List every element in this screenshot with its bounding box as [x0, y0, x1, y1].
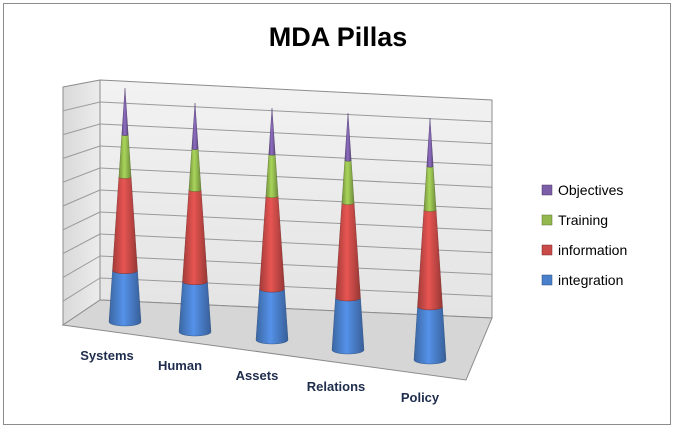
legend-label-objectives: Objectives [558, 182, 623, 198]
legend-swatch-training [541, 214, 553, 226]
gridline-side [62, 189, 101, 207]
legend-label-training: Training [558, 212, 608, 228]
legend: Objectives Training information integration [541, 182, 627, 288]
cone-segment-integration-systems [108, 270, 142, 327]
gridline-side [62, 211, 101, 231]
cone-segment-objectives-policy [426, 117, 434, 168]
cone-segment-objectives-relations [344, 112, 352, 162]
side-wall [62, 79, 101, 326]
cone-series [108, 87, 447, 365]
gridline [99, 145, 493, 166]
gridline-side [62, 145, 101, 159]
legend-label-integration: integration [558, 272, 623, 288]
gridline-side [62, 101, 101, 112]
cone-segment-objectives-assets [268, 107, 276, 156]
chart-title: MDA Pillas [269, 22, 408, 52]
cone-segment-integration-assets [255, 288, 289, 345]
gridline-side [62, 255, 101, 278]
cone-segment-integration-policy [413, 306, 447, 365]
gridline-side [62, 167, 101, 183]
category-label-human: Human [158, 358, 202, 373]
category-labels: Systems Human Assets Relations Policy [80, 348, 440, 405]
cone-segment-objectives-human [191, 102, 199, 150]
legend-swatch-objectives [541, 184, 553, 196]
gridline [99, 101, 493, 123]
cone-segment-integration-human [178, 281, 212, 337]
category-label-policy: Policy [401, 390, 440, 405]
legend-swatch-information [541, 244, 553, 256]
category-label-relations: Relations [307, 379, 366, 394]
legend-label-information: information [558, 242, 627, 258]
category-label-assets: Assets [236, 368, 279, 383]
category-label-systems: Systems [80, 348, 133, 363]
gridline-side [62, 123, 101, 136]
gridline-side [62, 277, 101, 302]
legend-swatch-integration [541, 274, 553, 286]
gridline [99, 123, 493, 145]
gridline-side [62, 233, 101, 255]
cone-segment-integration-relations [331, 297, 365, 355]
cone-segment-objectives-systems [121, 87, 129, 136]
